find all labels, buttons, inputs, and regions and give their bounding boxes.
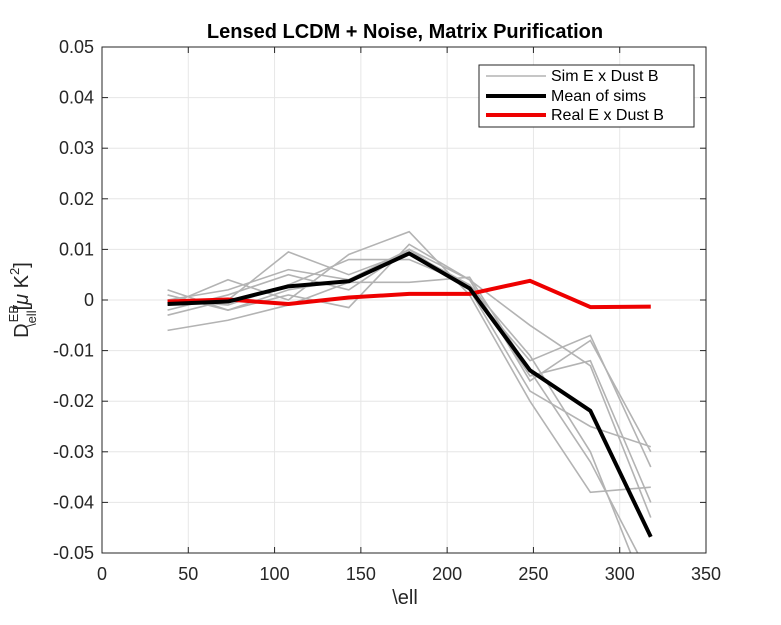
x-tick-label: 100 [260, 564, 290, 584]
grid [102, 47, 706, 553]
y-axis-label-unit-close: ] [11, 262, 33, 268]
sim-line-5 [167, 248, 652, 468]
sim-line-7 [167, 276, 639, 553]
y-tick-label: 0.03 [59, 138, 94, 158]
y-axis-ticks: -0.05 -0.04 -0.03 -0.02 -0.01 0 0.01 0.02 0.03 0.… [53, 37, 706, 563]
chart-title: Lensed LCDM + Noise, Matrix Purification [207, 21, 603, 43]
sim-line-4 [167, 230, 651, 494]
y-tick-label: -0.03 [53, 442, 94, 462]
y-axis-label-unit-exp: 2 [7, 268, 22, 275]
x-tick-label: 350 [691, 564, 721, 584]
y-tick-label: -0.05 [53, 543, 94, 563]
legend-label-sims: Sim E x Dust B [551, 68, 659, 85]
x-tick-label: 200 [432, 564, 462, 584]
y-axis-label-unit-mu: μ [11, 294, 33, 306]
y-axis-label-superscript: EB [6, 305, 21, 322]
x-tick-label: 50 [178, 564, 198, 584]
y-tick-label: 0 [84, 290, 94, 310]
y-axis-label-unit-k: K [11, 274, 33, 294]
x-tick-label: 150 [346, 564, 376, 584]
sim-line-6 [167, 243, 652, 518]
y-tick-label: 0.02 [59, 189, 94, 209]
y-axis-label: DEB \ell[μ K2] [6, 262, 39, 338]
x-tick-label: 300 [605, 564, 635, 584]
x-axis-label: \ell [392, 587, 418, 609]
mean-of-sims-line [167, 251, 653, 538]
svg-text:DEB\ell[μ K2]: DEB \ell[μ K2] [6, 262, 39, 338]
y-tick-label: 0.01 [59, 239, 94, 259]
x-tick-label: 0 [97, 564, 107, 584]
x-tick-label: 250 [518, 564, 548, 584]
y-axis-label-subscript: \ell [24, 310, 39, 327]
legend-label-real: Real E x Dust B [551, 107, 664, 124]
x-axis-ticks: 0 50 100 150 200 250 300 350 [97, 47, 721, 584]
y-tick-label: 0.04 [59, 88, 94, 108]
y-tick-label: 0.05 [59, 37, 94, 57]
y-axis-label-base: D [11, 323, 33, 337]
real-e-x-dust-b-line [167, 278, 651, 310]
series-layer [167, 230, 653, 553]
y-tick-label: -0.04 [53, 492, 94, 512]
legend: Sim E x Dust B Mean of sims Real E x Dus… [478, 64, 695, 128]
legend-label-mean: Mean of sims [551, 88, 646, 105]
y-axis-label-unit-open: [ [11, 304, 33, 310]
y-tick-label: -0.01 [53, 341, 94, 361]
y-tick-label: -0.02 [53, 391, 94, 411]
